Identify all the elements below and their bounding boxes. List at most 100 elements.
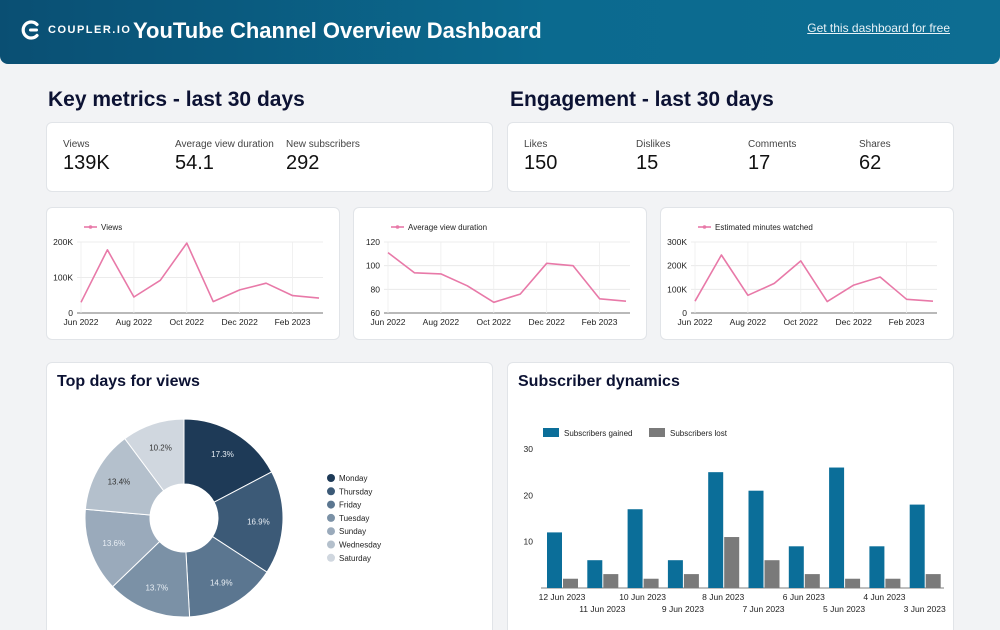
pie-slice-label: 14.9%	[210, 578, 233, 587]
legend-swatch	[327, 527, 335, 536]
legend-label: Estimated minutes watched	[715, 223, 813, 232]
metric-label: Average view duration	[175, 139, 274, 150]
y-tick-label: 120	[366, 237, 380, 247]
x-tick-label: 5 Jun 2023	[823, 604, 865, 614]
legend-swatch	[327, 553, 335, 562]
minutes-watched-line-chart: Estimated minutes watched 0 100K 200K 300K Ju…	[667, 223, 937, 327]
pie-slice-sunday	[84, 508, 161, 588]
bar-lost	[563, 578, 578, 588]
page-title: YouTube Channel Overview Dashboard	[133, 18, 542, 43]
y-tick-label: 100K	[667, 284, 687, 294]
legend-swatch	[543, 428, 559, 437]
metric-value: 139K	[63, 152, 110, 174]
x-tick-label: 9 Jun 2023	[662, 604, 704, 614]
bar-lost	[925, 574, 941, 588]
x-tick-label: Jun 2022	[64, 317, 99, 327]
pie-slice-label: 10.2%	[149, 443, 172, 452]
metric-value: 62	[859, 152, 882, 174]
bar-gained	[547, 532, 562, 588]
bar-gained	[829, 467, 845, 588]
pie-slice-monday	[183, 418, 273, 503]
x-tick-label: 6 Jun 2023	[783, 592, 825, 602]
legend-label: Monday	[339, 474, 367, 483]
metric-label: Dislikes	[636, 139, 671, 150]
pie-slice-label: 13.6%	[102, 539, 125, 548]
pie-slice-wednesday	[84, 437, 165, 516]
key-metrics-card: Views 139K Average view duration 54.1 Ne…	[46, 122, 493, 192]
x-tick-label: 12 Jun 2023	[539, 592, 586, 602]
y-tick-label: 30	[524, 444, 534, 454]
bar-lost	[683, 574, 699, 588]
bar-lost	[845, 578, 861, 588]
top-days-card: Top days for views 17.3% 16.9% 14.9% 13.7% 1…	[46, 362, 493, 630]
y-tick-label: 60	[371, 308, 381, 318]
x-tick-label: Aug 2022	[423, 317, 460, 327]
x-tick-label: Jun 2022	[371, 317, 406, 327]
legend-marker	[395, 225, 400, 229]
legend-label: Sunday	[339, 527, 366, 536]
x-tick-label: 3 Jun 2023	[904, 604, 946, 614]
legend-swatch	[327, 500, 335, 509]
legend-label: Views	[101, 223, 122, 232]
pie-slice-thursday	[211, 471, 284, 573]
legend-label: Wednesday	[339, 541, 381, 550]
y-tick-label: 80	[371, 284, 381, 294]
avg-duration-chart-card: Average view duration 60 80 100 120 Jun 2022 A…	[353, 207, 647, 340]
metric-views: Views 139K	[63, 139, 110, 175]
legend-label: Friday	[339, 501, 361, 510]
metric-comments: Comments 17	[748, 139, 796, 175]
x-tick-label: Feb 2023	[889, 317, 925, 327]
bar-lost	[724, 537, 740, 588]
avg-duration-line-chart: Average view duration 60 80 100 120 Jun 2022 A…	[366, 223, 630, 327]
views-chart-card: Views 0 100K 200K Jun 2022 Aug 2022 Oct 2022 De…	[46, 207, 340, 340]
y-tick-label: 100	[366, 261, 380, 271]
y-tick-label: 20	[524, 490, 534, 500]
metric-new-subscribers: New subscribers 292	[286, 139, 360, 175]
y-tick-label: 300K	[667, 237, 687, 247]
bar-gained	[869, 546, 885, 588]
x-tick-label: Feb 2023	[275, 317, 311, 327]
bar-gained	[587, 560, 603, 588]
coupler-logo-icon	[21, 20, 39, 40]
y-tick-label: 10	[524, 537, 534, 547]
key-metrics-title: Key metrics - last 30 days	[48, 88, 305, 111]
minutes-watched-chart-card: Estimated minutes watched 0 100K 200K 300K Ju…	[660, 207, 954, 340]
x-tick-label: 10 Jun 2023	[619, 592, 666, 602]
legend-marker	[702, 225, 707, 229]
metric-dislikes: Dislikes 15	[636, 139, 670, 175]
pie-slice-friday	[185, 535, 268, 618]
x-tick-label: 7 Jun 2023	[742, 604, 784, 614]
metric-value: 15	[636, 152, 659, 174]
legend-label: Thursday	[339, 487, 372, 496]
pie-slice-label: 17.3%	[211, 450, 234, 459]
subscriber-dynamics-card: Subscriber dynamics Subscribers gained Su…	[507, 362, 954, 630]
bar-gained	[627, 509, 643, 588]
get-dashboard-link[interactable]: Get this dashboard for free	[807, 21, 950, 35]
legend-swatch	[327, 487, 335, 496]
metric-shares: Shares 62	[859, 139, 891, 175]
legend-label: Average view duration	[408, 223, 487, 232]
coupler-logo[interactable]: COUPLER.IO	[20, 19, 131, 41]
legend-swatch	[327, 540, 335, 549]
metric-label: Shares	[859, 139, 891, 150]
metric-value: 292	[286, 152, 320, 174]
series-line	[80, 242, 320, 303]
y-tick-label: 0	[682, 308, 687, 318]
x-tick-label: Dec 2022	[835, 317, 872, 327]
top-days-title: Top days for views	[57, 373, 200, 390]
legend-marker	[88, 225, 93, 229]
x-tick-label: Oct 2022	[784, 317, 819, 327]
x-tick-label: Dec 2022	[221, 317, 258, 327]
pie-slice-saturday	[124, 418, 185, 492]
engagement-card: Likes 150 Dislikes 15 Comments 17 Shares…	[507, 122, 954, 192]
logo-text: COUPLER.IO	[48, 24, 132, 36]
bar-lost	[603, 574, 619, 588]
engagement-title: Engagement - last 30 days	[510, 88, 774, 111]
metric-value: 150	[524, 152, 558, 174]
series-line	[694, 254, 934, 303]
metric-label: Views	[63, 139, 90, 150]
views-line-chart: Views 0 100K 200K Jun 2022 Aug 2022 Oct 2022 De…	[53, 223, 323, 327]
x-tick-label: Aug 2022	[730, 317, 767, 327]
x-tick-label: Dec 2022	[528, 317, 565, 327]
bar-gained	[667, 560, 683, 588]
